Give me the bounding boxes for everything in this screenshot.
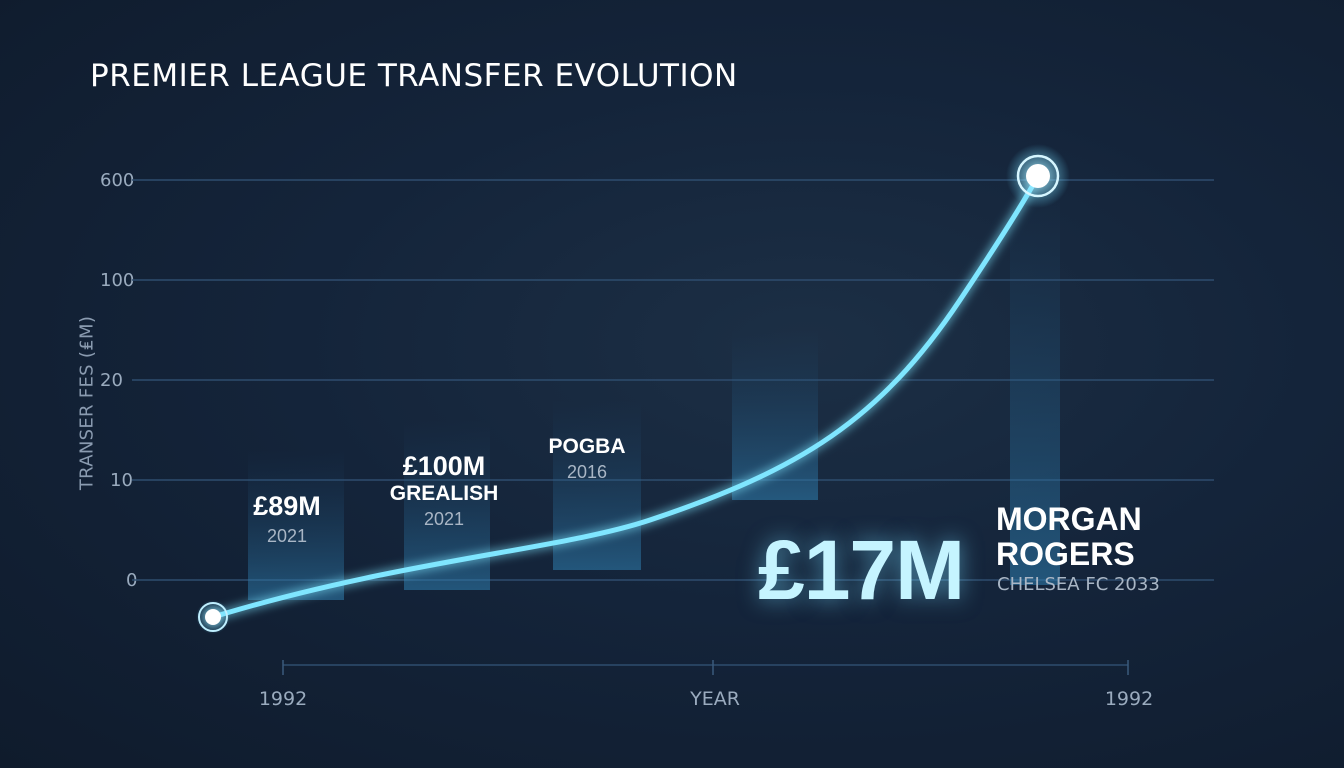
chart-title: PREMIER LEAGUE TRANSFER EVOLUTION	[90, 58, 738, 94]
highlight-fee: £17M	[758, 523, 965, 617]
highlight-player: MORGAN ROGERS	[996, 502, 1142, 571]
annotation-pogba: POGBA 2016	[548, 435, 625, 483]
annotation-89m: £89M 2021	[253, 491, 321, 547]
highlight-subtitle: CHELSEA FC 2033	[997, 574, 1160, 595]
y-tick-label: 0	[126, 570, 138, 591]
bar	[248, 450, 344, 600]
annotation-year: 2021	[423, 508, 465, 529]
annotation-fee: £89M	[253, 491, 321, 521]
annotation-player: GREALISH	[389, 481, 499, 505]
end-point-ring	[1016, 154, 1060, 198]
bar	[1010, 175, 1060, 585]
end-point	[1026, 164, 1050, 188]
bar	[553, 400, 641, 570]
annotation-player: POGBA	[548, 435, 626, 458]
y-tick-label: 10	[110, 470, 133, 491]
annotation-fee: £100M	[402, 451, 486, 481]
series-line	[210, 173, 1041, 620]
y-tick-label: 20	[100, 370, 123, 391]
highlight-name-line2: ROGERS	[996, 535, 1135, 572]
x-tick-label: 1992	[1104, 688, 1154, 710]
start-point-ring	[198, 602, 228, 632]
y-tick-label: 100	[100, 270, 135, 291]
annotation-grealish: £100M GREALISH 2021	[389, 451, 499, 530]
start-point	[205, 609, 221, 625]
y-tick-label: 600	[100, 170, 135, 191]
highlight-name-line1: MORGAN	[996, 501, 1142, 537]
x-tick-label: 1992	[258, 688, 308, 710]
annotation-year: 2021	[266, 525, 308, 546]
bar	[732, 330, 818, 500]
annotation-year: 2016	[566, 462, 608, 483]
x-axis-label: YEAR	[690, 688, 740, 710]
